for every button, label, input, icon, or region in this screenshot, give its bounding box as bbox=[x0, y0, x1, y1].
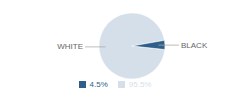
html-text:4.5%: 4.5% bbox=[89, 80, 108, 89]
svg-text:BLACK: BLACK bbox=[181, 41, 208, 50]
html-text:95.5%: 95.5% bbox=[128, 80, 152, 89]
svg-text:WHITE: WHITE bbox=[57, 42, 83, 51]
